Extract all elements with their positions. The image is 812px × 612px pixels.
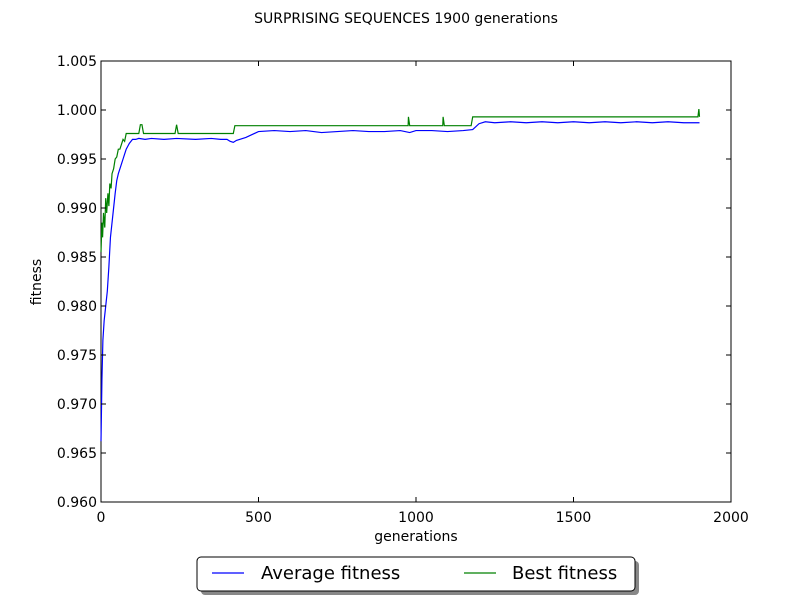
x-tick-label: 1000 bbox=[398, 510, 434, 526]
x-axis-ticks: 0 500 1000 1500 2000 bbox=[97, 61, 749, 526]
series-line-best-fitness bbox=[100, 108, 701, 253]
y-tick-label: 0.990 bbox=[57, 201, 97, 217]
y-tick-label: 0.960 bbox=[57, 495, 97, 511]
legend-entry-best-fitness: Best fitness bbox=[464, 563, 617, 584]
legend-label: Best fitness bbox=[512, 563, 617, 584]
y-tick-label: 0.965 bbox=[57, 446, 97, 462]
y-tick-label: 0.995 bbox=[57, 152, 97, 168]
plot-area: 0 500 1000 1500 2000 0.9600.9650.9700.9750.9… bbox=[57, 54, 749, 526]
y-tick-label: 0.985 bbox=[57, 250, 97, 266]
y-tick-label: 1.000 bbox=[57, 103, 97, 119]
legend-box bbox=[196, 556, 636, 592]
legend-label: Average fitness bbox=[261, 563, 400, 584]
legend-entry-average-fitness: Average fitness bbox=[212, 563, 400, 584]
x-axis-label: generations bbox=[374, 529, 457, 545]
legend: Average fitness Best fitness bbox=[196, 556, 639, 595]
y-tick-label: 0.975 bbox=[57, 348, 97, 364]
x-tick-label: 500 bbox=[245, 510, 272, 526]
series-line-average-fitness bbox=[100, 121, 700, 442]
chart-title: SURPRISING SEQUENCES 1900 generations bbox=[254, 11, 558, 27]
plot-frame bbox=[100, 60, 732, 503]
x-tick-label: 2000 bbox=[713, 510, 749, 526]
x-tick-label: 1500 bbox=[556, 510, 592, 526]
series-layer bbox=[100, 108, 701, 442]
y-axis-label: fitness bbox=[29, 259, 45, 305]
y-tick-label: 1.005 bbox=[57, 54, 97, 70]
y-tick-label: 0.970 bbox=[57, 397, 97, 413]
legend-entries: Average fitness Best fitness bbox=[212, 563, 617, 584]
x-tick-label: 0 bbox=[97, 510, 106, 526]
y-axis-ticks: 0.960 0.965 0.970 0.975 0.980 0.985 0.990 0.995… bbox=[57, 54, 731, 511]
y-tick-label: 0.980 bbox=[57, 299, 97, 315]
